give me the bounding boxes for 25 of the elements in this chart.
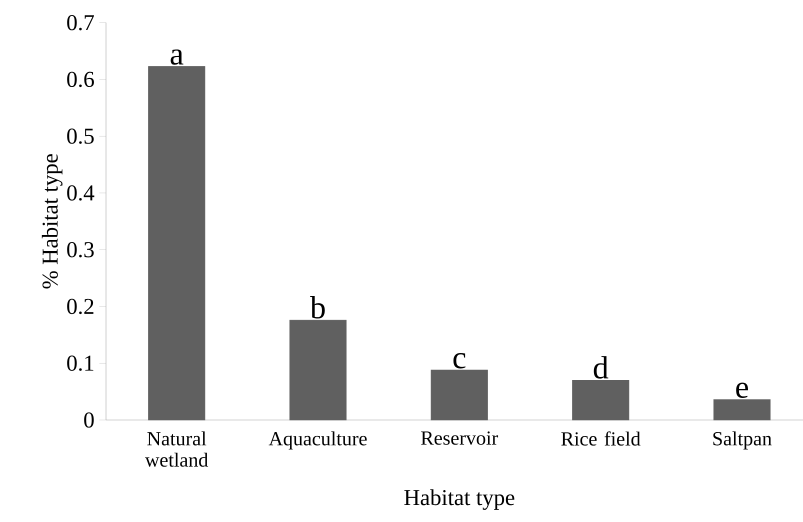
x-tick-label: Natural wetland: [145, 431, 208, 467]
bar: [572, 380, 630, 420]
annotation: e: [736, 382, 748, 398]
bar: [430, 370, 488, 420]
y-tick-label: 0.3: [67, 242, 94, 258]
x-tick-label: Rice field: [561, 431, 640, 446]
annotation: d: [594, 356, 608, 379]
x-tick-label: Aquaculture: [268, 431, 367, 450]
y-tick-label: 0.6: [67, 72, 94, 88]
bar: [148, 66, 206, 420]
bar: [713, 399, 771, 420]
y-tick-label: 0.2: [67, 298, 94, 314]
y-tick-label: 0.4: [67, 185, 94, 201]
x-axis-title: Habitat type: [404, 489, 514, 510]
annotation: b: [310, 296, 325, 319]
annotation: a: [170, 49, 184, 65]
y-tick-label: 0.5: [67, 128, 94, 144]
y-tick-label: 0: [84, 412, 94, 428]
y-axis-title: % Habitat type: [42, 154, 62, 289]
y-tick-label: 0.1: [67, 356, 94, 371]
annotation: c: [453, 353, 466, 368]
bar: [289, 320, 347, 420]
x-tick-label: Reservoir: [421, 431, 498, 445]
x-tick-label: Saltpan: [713, 431, 772, 450]
y-tick-label: 0.7: [67, 14, 94, 30]
